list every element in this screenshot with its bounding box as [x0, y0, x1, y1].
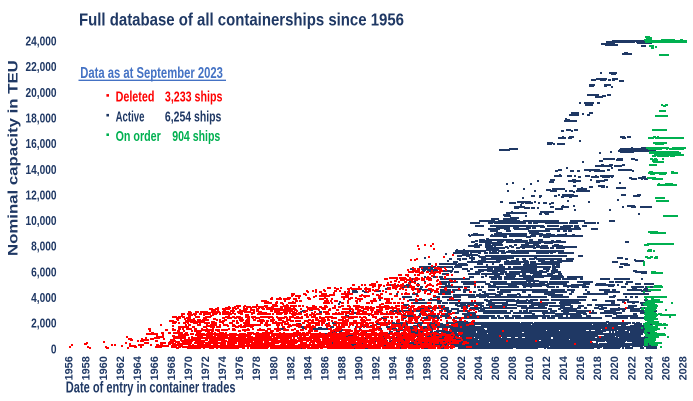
svg-text:4,000: 4,000 [31, 291, 56, 305]
svg-text:2016: 2016 [575, 356, 587, 380]
svg-text:Date of entry in container tra: Date of entry in container trades [66, 379, 236, 396]
svg-text:1996: 1996 [404, 356, 416, 380]
svg-text:2002: 2002 [456, 356, 468, 380]
svg-text:2022: 2022 [626, 356, 638, 380]
svg-text:2,000: 2,000 [31, 317, 56, 331]
svg-text:8,000: 8,000 [31, 240, 56, 254]
svg-text:904 ships: 904 ships [172, 128, 220, 144]
svg-text:1970: 1970 [183, 356, 195, 380]
svg-text:1992: 1992 [370, 356, 382, 380]
svg-text:1990: 1990 [353, 356, 365, 380]
svg-text:1982: 1982 [285, 356, 297, 380]
svg-text:22,000: 22,000 [26, 60, 57, 74]
svg-text:2024: 2024 [643, 355, 655, 380]
svg-text:1962: 1962 [115, 356, 127, 380]
svg-text:2020: 2020 [609, 356, 621, 380]
svg-text:1972: 1972 [200, 356, 212, 380]
svg-text:1984: 1984 [302, 355, 314, 380]
svg-text:1960: 1960 [98, 356, 110, 380]
svg-text:2028: 2028 [677, 356, 689, 380]
svg-text:2010: 2010 [524, 356, 536, 380]
svg-text:Active: Active [116, 109, 145, 125]
svg-text:1976: 1976 [234, 356, 246, 380]
svg-text:2006: 2006 [490, 356, 502, 380]
svg-text:1968: 1968 [166, 356, 178, 380]
svg-text:2000: 2000 [439, 356, 451, 380]
svg-text:2026: 2026 [660, 356, 672, 380]
svg-text:2004: 2004 [473, 355, 485, 380]
svg-text:1998: 1998 [421, 356, 433, 380]
svg-text:Full database of all container: Full database of all containerships sinc… [79, 11, 404, 30]
svg-text:2012: 2012 [541, 356, 553, 380]
svg-text:2014: 2014 [558, 355, 570, 380]
svg-text:18,000: 18,000 [26, 111, 57, 125]
svg-text:1988: 1988 [336, 356, 348, 380]
svg-text:20,000: 20,000 [26, 86, 57, 100]
svg-text:0: 0 [51, 342, 57, 356]
svg-text:1964: 1964 [132, 355, 144, 380]
svg-text:6,254 ships: 6,254 ships [165, 109, 221, 125]
svg-text:1966: 1966 [149, 356, 161, 380]
svg-text:1980: 1980 [268, 356, 280, 380]
svg-text:12,000: 12,000 [26, 188, 57, 202]
svg-text:1986: 1986 [319, 356, 331, 380]
svg-text:1956: 1956 [63, 356, 75, 380]
svg-text:1994: 1994 [387, 355, 399, 380]
svg-text:10,000: 10,000 [26, 214, 57, 228]
svg-text:1978: 1978 [251, 356, 263, 380]
svg-text:16,000: 16,000 [26, 137, 57, 151]
svg-text:Data as at September 2023: Data as at September 2023 [80, 64, 223, 81]
svg-text:14,000: 14,000 [26, 163, 57, 177]
svg-text:24,000: 24,000 [26, 34, 57, 48]
svg-text:6,000: 6,000 [31, 265, 56, 279]
svg-text:Deleted: Deleted [116, 89, 155, 105]
svg-text:Nominal capacity in TEU: Nominal capacity in TEU [6, 60, 21, 256]
svg-text:1974: 1974 [217, 355, 229, 380]
svg-text:1958: 1958 [80, 356, 92, 380]
svg-text:3,233 ships: 3,233 ships [165, 89, 222, 105]
svg-text:On order: On order [116, 128, 161, 144]
svg-text:2008: 2008 [507, 356, 519, 380]
svg-text:2018: 2018 [592, 356, 604, 380]
